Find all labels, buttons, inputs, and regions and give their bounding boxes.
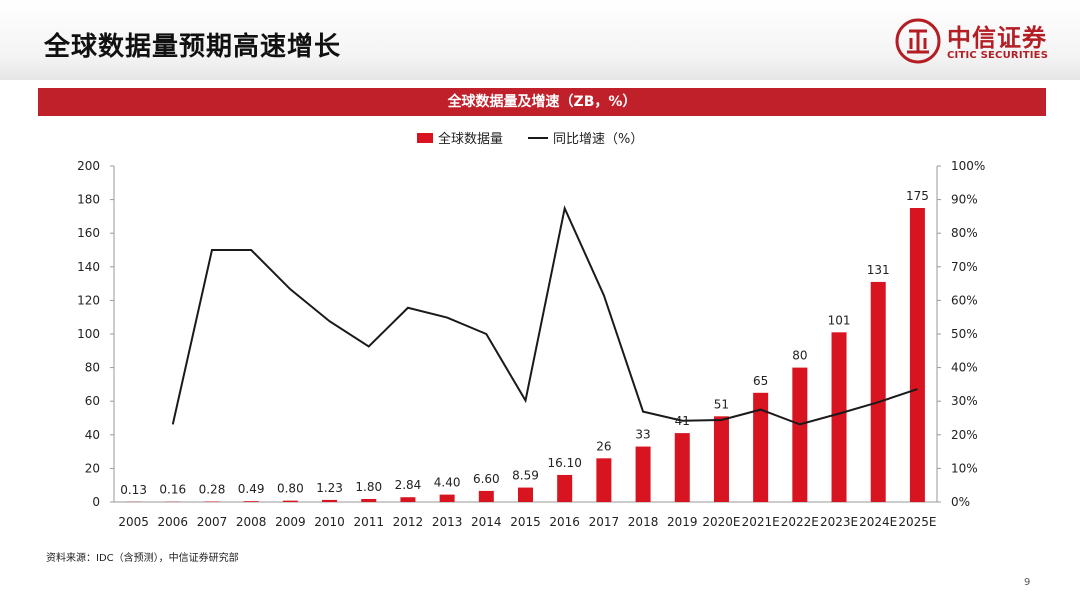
right-axis-tick-label: 90% — [951, 193, 978, 207]
left-axis-tick-label: 20 — [85, 461, 100, 475]
x-axis-tick-label: 2006 — [158, 515, 189, 529]
bar-data-label: 1.80 — [355, 480, 382, 494]
bar — [322, 499, 338, 502]
bar-data-label: 0.28 — [199, 483, 226, 497]
page-title: 全球数据量预期高速增长 — [44, 32, 342, 62]
right-axis-tick-label: 30% — [951, 394, 978, 408]
chart-title: 全球数据量及增速（ZB，%） — [38, 88, 1046, 116]
citic-logo: 中信证券 CITIC SECURITIES — [895, 18, 1055, 66]
left-axis-tick-label: 120 — [77, 293, 100, 307]
combo-chart: 0 20 40 60 80 100 120 140 160 180 200 0% 10% 20% 30% 40… — [77, 131, 985, 529]
x-axis-tick-label: 2021E — [742, 515, 780, 529]
citic-logo-icon — [895, 18, 941, 64]
right-axis-tick-label: 40% — [951, 361, 978, 375]
x-axis-tick-label: 2022E — [781, 515, 819, 529]
bar — [282, 500, 298, 502]
bar-data-label: 175 — [906, 189, 929, 203]
bar — [478, 490, 494, 502]
x-axis-tick-label: 2005 — [118, 515, 149, 529]
bar — [439, 494, 455, 502]
page-number: 9 — [1024, 577, 1031, 588]
bar — [713, 416, 729, 502]
right-axis-tick-label: 0% — [951, 495, 970, 509]
bar — [557, 474, 573, 502]
x-axis-tick-label: 2018 — [628, 515, 659, 529]
bar — [753, 392, 769, 502]
bar — [243, 501, 259, 502]
source-note: 资料来源：IDC（含预测），中信证券研究部 — [46, 553, 239, 564]
left-axis-tick-label: 80 — [85, 361, 100, 375]
x-axis-tick-label: 2016 — [549, 515, 580, 529]
bar-data-label: 4.40 — [434, 476, 461, 490]
right-axis-tick-label: 80% — [951, 226, 978, 240]
bar-data-label: 33 — [635, 428, 650, 442]
bar-data-label: 8.59 — [512, 469, 539, 483]
bar-data-label: 2.84 — [395, 478, 422, 492]
bar-data-label: 0.16 — [159, 483, 186, 497]
slide-header: 全球数据量预期高速增长 中信证券 CITIC SECURITIES — [0, 0, 1080, 80]
right-axis-tick-label: 100% — [951, 159, 985, 173]
left-axis-tick-label: 0 — [92, 495, 100, 509]
bar — [596, 458, 612, 502]
x-axis-tick-label: 2010 — [314, 515, 345, 529]
bar-data-label: 0.80 — [277, 482, 304, 496]
bar-data-label: 80 — [792, 349, 807, 363]
bar — [909, 208, 925, 502]
x-axis-tick-label: 2017 — [589, 515, 620, 529]
bar-data-label: 16.10 — [548, 456, 582, 470]
bar-data-label: 65 — [753, 374, 768, 388]
left-axis-tick-label: 180 — [77, 193, 100, 207]
legend-line-label: 同比增速（%） — [553, 132, 643, 147]
left-axis-tick-label: 160 — [77, 226, 100, 240]
x-axis-tick-label: 2025E — [898, 515, 936, 529]
legend-bar-swatch — [417, 133, 433, 143]
bar-data-label: 6.60 — [473, 472, 500, 486]
x-axis-tick-label: 2011 — [353, 515, 384, 529]
bar-data-label: 26 — [596, 439, 611, 453]
x-axis-tick-label: 2012 — [393, 515, 424, 529]
logo-chinese-name: 中信证券 — [947, 24, 1047, 52]
bar — [635, 446, 651, 502]
right-axis-tick-label: 50% — [951, 327, 978, 341]
x-axis-tick-label: 2023E — [820, 515, 858, 529]
bar-data-label: 51 — [714, 397, 729, 411]
x-axis-tick-label: 2014 — [471, 515, 502, 529]
bar — [674, 433, 690, 502]
growth-rate-line — [171, 205, 918, 426]
left-axis-tick-label: 60 — [85, 394, 100, 408]
left-axis-tick-label: 200 — [77, 159, 100, 173]
x-axis-tick-label: 2008 — [236, 515, 267, 529]
bar-data-label: 131 — [867, 263, 890, 277]
right-axis-tick-label: 20% — [951, 428, 978, 442]
bar — [518, 487, 533, 502]
right-axis-tick-label: 60% — [951, 293, 978, 307]
x-axis-tick-label: 2007 — [197, 515, 228, 529]
bar-data-label: 0.49 — [238, 482, 265, 496]
bar — [792, 367, 808, 502]
x-axis-tick-label: 2009 — [275, 515, 306, 529]
bar-data-label: 101 — [828, 313, 851, 327]
bar — [400, 497, 416, 502]
bar-data-label: 0.13 — [120, 483, 147, 497]
right-axis-tick-label: 70% — [951, 260, 978, 274]
left-axis-tick-label: 100 — [77, 327, 100, 341]
bar — [361, 498, 377, 502]
bar — [870, 281, 886, 502]
bar-data-label: 1.23 — [316, 481, 343, 495]
left-axis-tick-label: 40 — [85, 428, 100, 442]
x-axis-tick-label: 2013 — [432, 515, 463, 529]
bar — [831, 332, 847, 502]
left-axis-tick-label: 140 — [77, 260, 100, 274]
x-axis-tick-label: 2020E — [702, 515, 740, 529]
x-axis-tick-label: 2015 — [510, 515, 541, 529]
legend-bar-label: 全球数据量 — [438, 131, 503, 147]
x-axis-tick-label: 2024E — [859, 515, 897, 529]
logo-english-name: CITIC SECURITIES — [947, 50, 1049, 61]
x-axis-tick-label: 2019 — [667, 515, 698, 529]
right-axis-tick-label: 10% — [951, 461, 978, 475]
